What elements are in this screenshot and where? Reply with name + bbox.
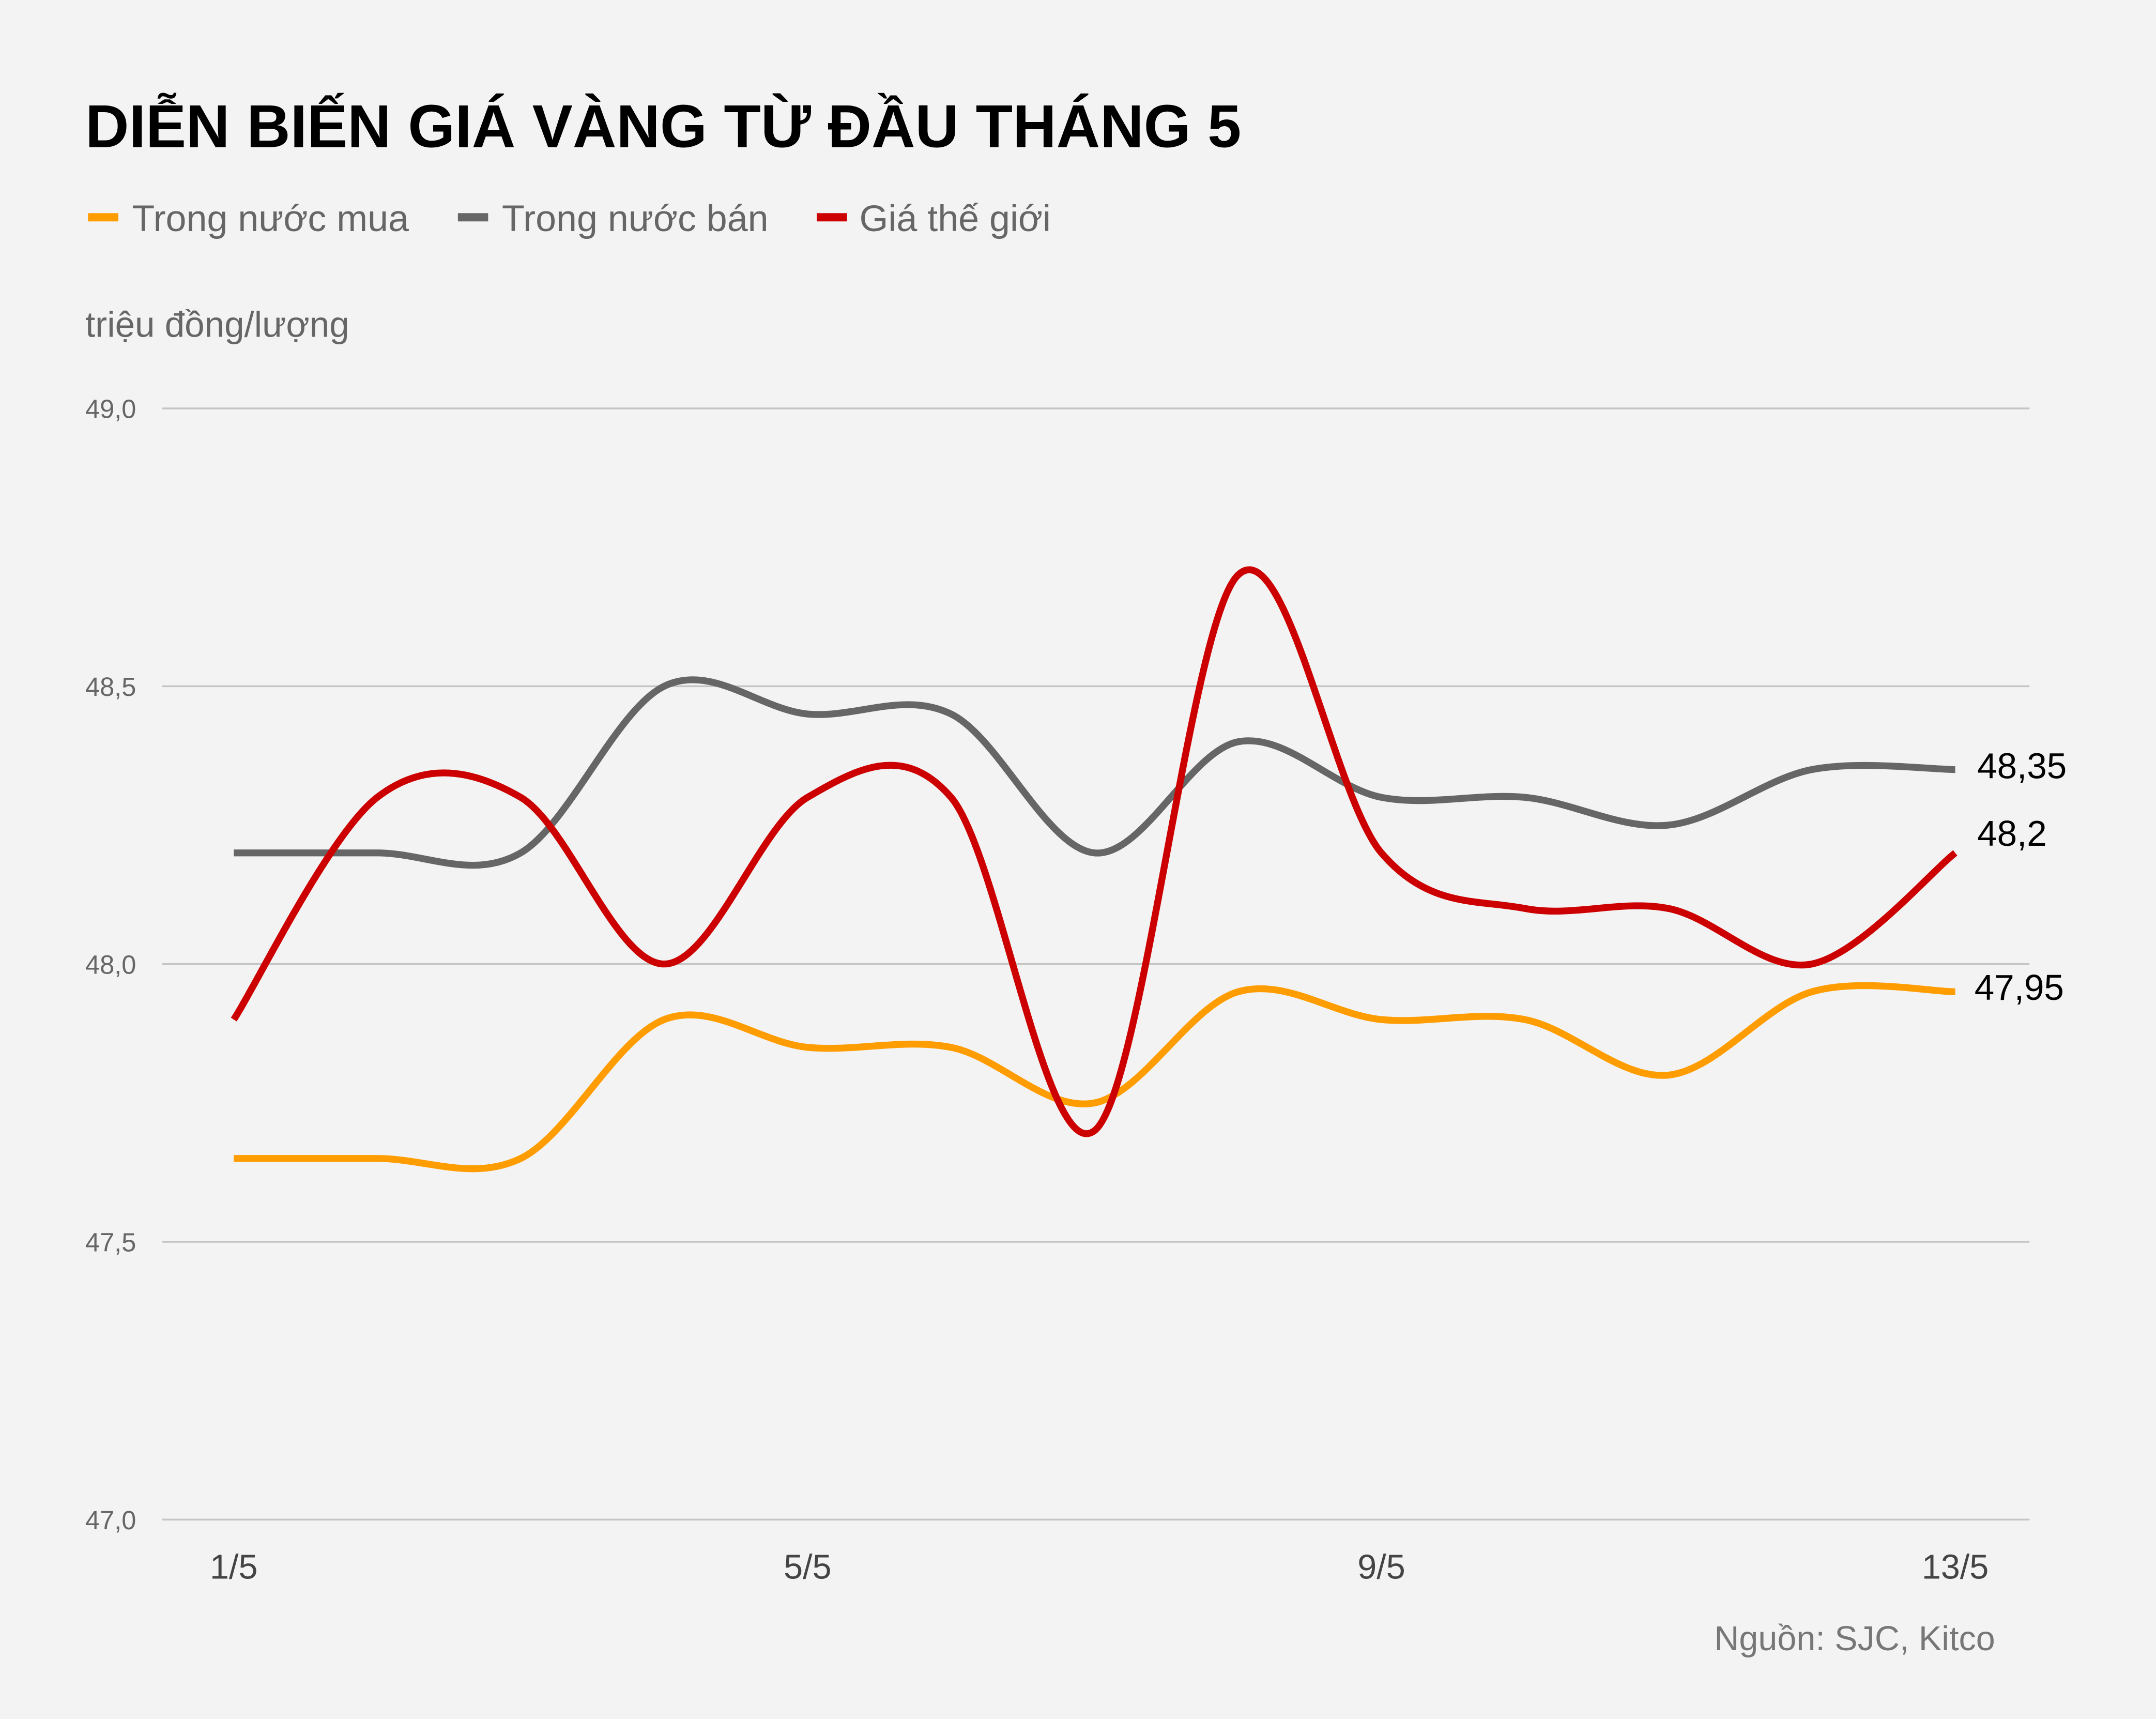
series-lines — [231, 566, 1958, 1173]
y-tick-labels: 47,0 47,5 48,0 48,5 49,0 — [85, 394, 136, 1535]
legend-swatch-sell — [457, 213, 488, 222]
legend-swatch-world — [817, 213, 847, 222]
legend-item-buy: Trong nước mua — [88, 198, 409, 239]
chart-title: DIỄN BIẾN GIÁ VÀNG TỪ ĐẦU THÁNG 5 — [85, 93, 1241, 160]
x-tick-label: 1/5 — [210, 1548, 257, 1587]
y-tick-label: 47,0 — [85, 1505, 136, 1535]
x-tick-label: 5/5 — [784, 1548, 831, 1587]
legend-item-sell: Trong nước bán — [457, 198, 769, 239]
y-tick-label: 49,0 — [85, 394, 136, 424]
source-note: Nguồn: SJC, Kitco — [1714, 1620, 1995, 1658]
legend-swatch-buy — [88, 213, 118, 222]
line-world-price — [231, 566, 1958, 1137]
y-tick-label: 48,0 — [85, 950, 136, 979]
legend-label-world: Giá thế giới — [860, 198, 1051, 239]
legend-label-sell: Trong nước bán — [502, 198, 769, 239]
line-domestic-buy — [234, 982, 1955, 1173]
y-tick-label: 47,5 — [85, 1228, 136, 1257]
x-tick-labels: 1/5 5/5 9/5 13/5 — [210, 1548, 1989, 1587]
y-tick-label: 48,5 — [85, 672, 136, 702]
x-tick-label: 13/5 — [1922, 1548, 1989, 1587]
x-tick-label: 9/5 — [1357, 1548, 1405, 1587]
end-label: 47,95 — [1975, 967, 2064, 1008]
end-label: 48,35 — [1977, 746, 2067, 786]
gridlines — [162, 407, 2030, 1521]
legend-label-buy: Trong nước mua — [132, 198, 409, 239]
line-domestic-sell — [234, 676, 1955, 869]
legend: Trong nước mua Trong nước bán Giá thế gi… — [88, 198, 1051, 239]
end-labels: 47,95 48,35 48,2 — [1975, 746, 2067, 1008]
legend-item-world: Giá thế giới — [817, 198, 1051, 239]
end-label: 48,2 — [1977, 813, 2047, 854]
y-axis-unit: triệu đồng/lượng — [85, 305, 349, 345]
